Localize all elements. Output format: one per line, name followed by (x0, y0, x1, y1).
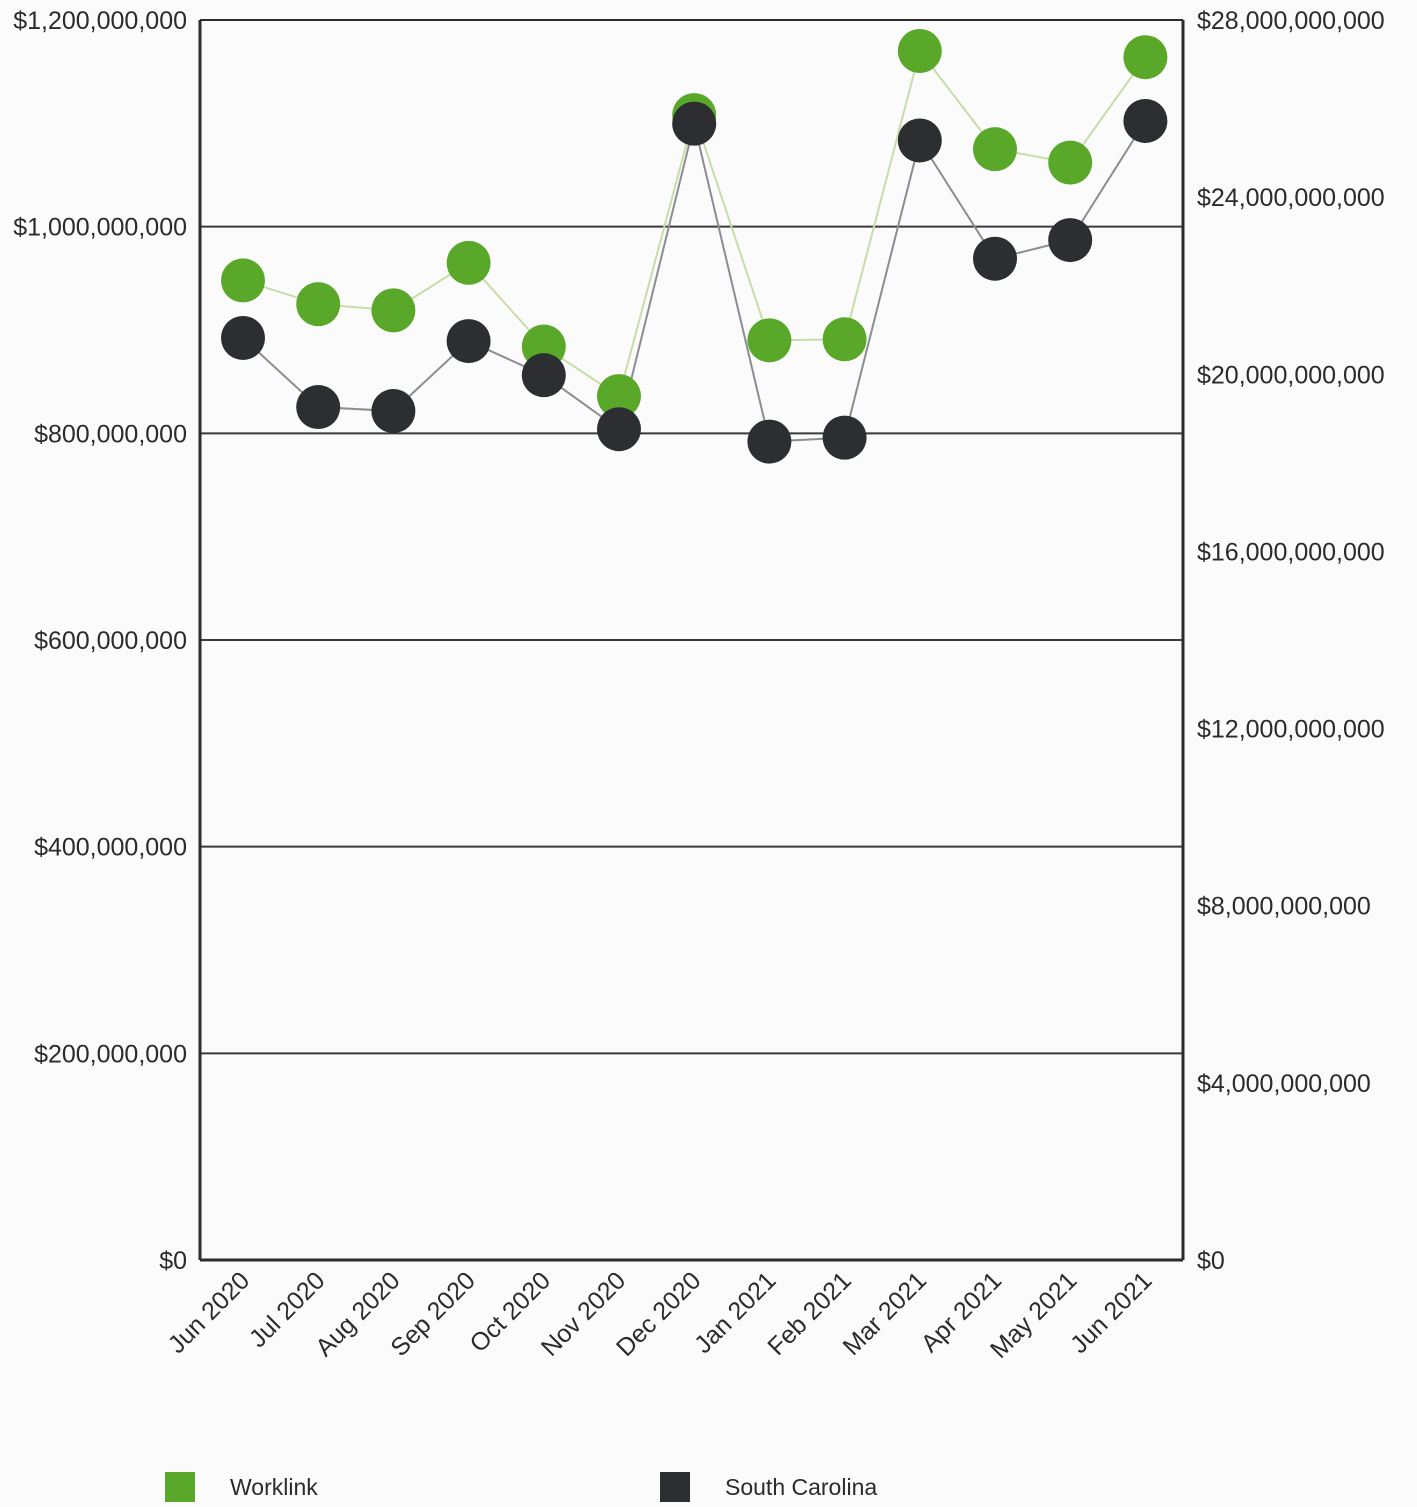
right-axis-tick-label: $28,000,000,000 (1197, 7, 1385, 35)
data-point-south-carolina (597, 407, 641, 452)
series-points (221, 29, 1168, 464)
right-axis-tick-label: $12,000,000,000 (1197, 716, 1385, 744)
left-axis-tick-label: $1,000,000,000 (13, 214, 187, 242)
right-axis-tick-label: $0 (1197, 1247, 1225, 1275)
data-point-worklink (747, 318, 792, 363)
legend-item-worklink: Worklink (165, 1470, 318, 1504)
data-point-south-carolina (672, 101, 717, 146)
data-point-south-carolina (446, 319, 491, 364)
data-point-south-carolina (822, 415, 867, 460)
data-point-south-carolina (296, 385, 341, 430)
legend-label-south-carolina: South Carolina (725, 1473, 878, 1500)
right-axis-tick-labels: $0 $4,000,000,000 $8,000,000,000 $12,000,00… (1197, 7, 1385, 1275)
x-axis-tick-label: Jun 2020 (163, 1266, 256, 1359)
right-axis-tick-label: $8,000,000,000 (1197, 893, 1371, 921)
data-point-worklink (822, 317, 867, 362)
x-axis-tick-label: Jun 2021 (1065, 1266, 1158, 1359)
data-point-worklink (597, 374, 641, 419)
right-axis-tick-label: $16,000,000,000 (1197, 538, 1385, 566)
left-axis-tick-label: $200,000,000 (34, 1040, 187, 1068)
left-axis-tick-label: $600,000,000 (34, 627, 187, 655)
data-point-worklink (897, 29, 942, 73)
right-axis-tick-label: $4,000,000,000 (1197, 1070, 1371, 1098)
data-point-south-carolina (371, 389, 416, 434)
legend-swatch-worklink (165, 1472, 195, 1502)
legend-label-worklink: Worklink (230, 1473, 318, 1500)
data-point-worklink (446, 240, 491, 285)
data-point-worklink (1123, 35, 1168, 80)
data-point-south-carolina (897, 118, 942, 163)
data-point-south-carolina (973, 236, 1017, 281)
axis-frame (198, 19, 1185, 1262)
left-axis-tick-label: $800,000,000 (34, 420, 187, 448)
data-point-south-carolina (1123, 98, 1168, 143)
legend-item-south-carolina: South Carolina (660, 1470, 877, 1504)
data-point-south-carolina (221, 315, 265, 360)
data-point-worklink (221, 258, 265, 303)
legend-swatch-south-carolina (660, 1472, 690, 1502)
left-axis-tick-label: $1,200,000,000 (13, 7, 187, 35)
data-point-worklink (973, 127, 1017, 172)
left-axis-tick-labels: $0 $200,000,000 $400,000,000 $600,000,000 $8… (13, 7, 187, 1275)
left-axis-tick-label: $0 (159, 1247, 187, 1275)
gridlines (200, 225, 1183, 1055)
right-axis-tick-label: $20,000,000,000 (1197, 361, 1385, 389)
left-axis-tick-label: $400,000,000 (34, 834, 187, 862)
data-point-south-carolina (521, 353, 566, 398)
data-point-south-carolina (747, 419, 792, 464)
series-line-south-carolina (242, 120, 1147, 443)
x-axis-tick-label: Mar 2021 (838, 1266, 932, 1360)
data-point-south-carolina (1048, 218, 1093, 263)
right-axis-tick-label: $24,000,000,000 (1197, 184, 1385, 212)
data-point-worklink (1048, 140, 1093, 185)
data-point-worklink (371, 288, 416, 333)
data-point-worklink (296, 282, 341, 327)
